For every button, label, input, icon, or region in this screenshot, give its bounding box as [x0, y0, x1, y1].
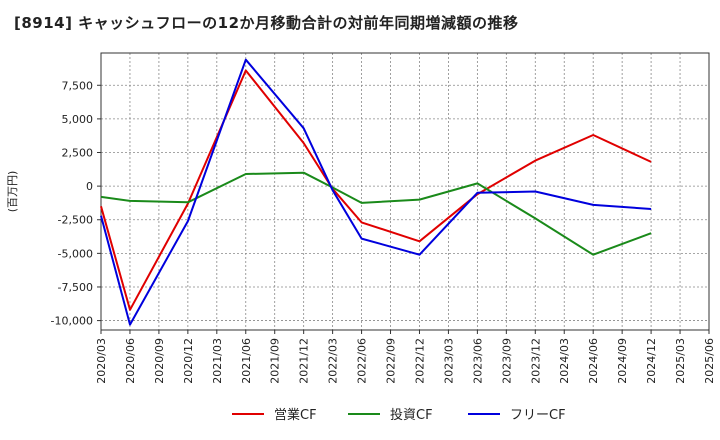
x-tick-label: 2022/06: [356, 338, 369, 384]
x-tick-label: 2020/09: [153, 338, 166, 384]
y-tick-label: -7,500: [58, 281, 93, 294]
x-tick-label: 2024/06: [587, 338, 600, 384]
y-tick-label: -10,000: [51, 315, 93, 328]
chart-title: [8914] キャッシュフローの12か月移動合計の対前年同期増減額の推移: [14, 14, 519, 32]
x-tick-label: 2021/09: [269, 338, 282, 384]
legend-label: 投資CF: [390, 407, 433, 423]
y-axis-label: (百万円): [6, 171, 19, 213]
x-tick-label: 2025/06: [703, 338, 716, 384]
x-tick-label: 2020/03: [95, 338, 108, 384]
series-line: [100, 69, 652, 311]
x-tick-label: 2022/12: [413, 338, 426, 384]
y-tick-label: -5,000: [58, 247, 93, 260]
x-tick-label: 2022/09: [385, 338, 398, 384]
x-tick-label: 2023/06: [471, 338, 484, 384]
series-line: [100, 58, 652, 326]
plot-area-frame: [100, 52, 710, 331]
y-tick-label: 0: [86, 180, 93, 193]
x-tick-label: 2022/03: [327, 338, 340, 384]
series-layer: [100, 58, 652, 326]
x-tick-label: 2021/06: [240, 338, 253, 384]
grid-layer: [100, 53, 710, 330]
x-tick-label: 2024/12: [645, 338, 658, 384]
y-tick-label: -2,500: [58, 214, 93, 227]
legend-label: フリーCF: [510, 408, 566, 423]
axis-layer: 2020/03 2020/06 2020/09 2020/12 2021/03 2021/…: [6, 79, 716, 383]
y-tick-label: 5,000: [62, 113, 94, 126]
x-tick-label: 2023/03: [442, 338, 455, 384]
x-tick-label: 2021/03: [211, 338, 224, 384]
y-tick-label: 2,500: [62, 147, 94, 160]
x-tick-label: 2023/12: [529, 338, 542, 384]
series-line: [100, 171, 652, 256]
x-tick-label: 2020/06: [124, 338, 137, 384]
x-tick-label: 2024/03: [558, 338, 571, 384]
x-tick-label: 2024/09: [616, 338, 629, 384]
legend: 営業CF 投資CF フリーCF: [232, 407, 566, 423]
x-tick-label: 2023/09: [500, 338, 513, 384]
legend-label: 営業CF: [274, 407, 317, 423]
x-tick-label: 2021/12: [298, 338, 311, 384]
y-tick-label: 7,500: [62, 79, 94, 92]
x-tick-label: 2025/03: [674, 338, 687, 384]
x-tick-label: 2020/12: [182, 338, 195, 384]
